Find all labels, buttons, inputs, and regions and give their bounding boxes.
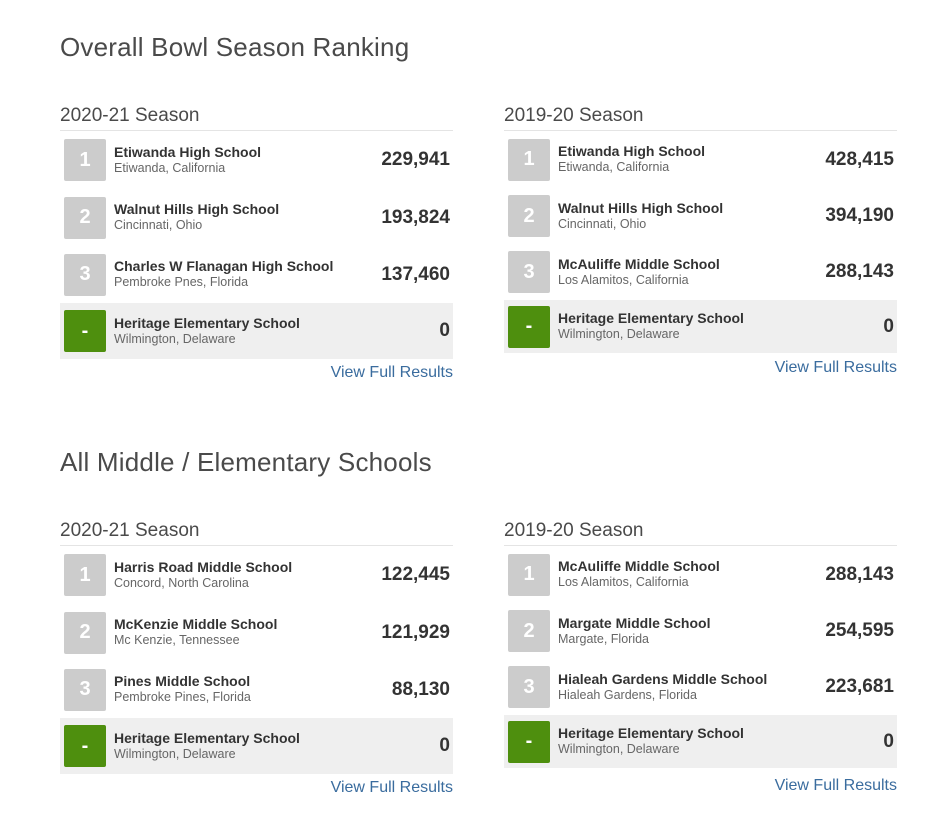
school-name: Heritage Elementary School	[114, 729, 300, 746]
score: 137,460	[381, 263, 450, 285]
school-location: Etiwanda, California	[558, 160, 670, 174]
school-name: Hialeah Gardens Middle School	[558, 670, 768, 687]
view-full-results-link[interactable]: View Full Results	[774, 777, 897, 794]
school-location: Wilmington, Delaware	[114, 331, 236, 346]
ranking-row: 2 McKenzie Middle School Mc Kenzie, Tenne…	[60, 604, 453, 661]
school-location: Wilmington, Delaware	[558, 742, 680, 756]
school-name: McAuliffe Middle School	[558, 558, 720, 574]
ranking-row: 1 McAuliffe Middle School Los Alamitos, C…	[504, 546, 897, 603]
ranking-row-highlight: - Heritage Elementary School Wilmington, …	[60, 303, 453, 359]
school-name: Etiwanda High School	[114, 143, 262, 160]
rank-badge: 1	[64, 139, 106, 181]
school-name: Pines Middle School	[114, 673, 251, 689]
school-location: Mc Kenzie, Tennessee	[114, 633, 240, 647]
rank-badge: 3	[64, 668, 106, 711]
school-location: Pembroke Pines, Florida	[114, 690, 251, 704]
ranking-row-highlight: - Heritage Elementary School Wilmington, …	[60, 718, 453, 774]
rank-badge: -	[508, 720, 550, 763]
score: 223,681	[825, 676, 894, 697]
school-location: Etiwanda, California	[114, 160, 226, 175]
ranking-panel-2020-21-overall: 2020-21 Season 1 Etiwanda High School Eti…	[60, 102, 453, 383]
school-location: Wilmington, Delaware	[114, 746, 236, 761]
ranking-row: 3 Hialeah Gardens Middle School Hialeah G…	[504, 659, 897, 715]
ranking-row: 3 McAuliffe Middle School Los Alamitos, C…	[504, 244, 897, 300]
score: 0	[439, 735, 450, 756]
school-name: Margate Middle School	[558, 614, 711, 631]
score: 394,190	[825, 205, 894, 226]
ranking-panel-2019-20-middle: 2019-20 Season 1 McAuliffe Middle School…	[504, 517, 897, 796]
score: 121,929	[381, 621, 450, 643]
school-name: McKenzie Middle School	[114, 616, 278, 632]
ranking-row: 3 Pines Middle School Pembroke Pines, Flo…	[60, 661, 453, 718]
rank-badge: 1	[508, 553, 550, 596]
school-name: Charles W Flanagan High School	[114, 258, 334, 274]
rank-badge: 3	[508, 666, 550, 708]
score: 88,130	[391, 678, 450, 700]
score: 428,415	[825, 148, 894, 170]
score: 0	[439, 320, 450, 341]
rank-badge: 2	[508, 610, 550, 652]
school-name: Heritage Elementary School	[558, 310, 744, 326]
school-name: Heritage Elementary School	[114, 314, 300, 331]
school-location: Los Alamitos, California	[558, 575, 689, 589]
school-location: Concord, North Carolina	[114, 575, 249, 590]
rank-badge: 1	[64, 554, 106, 596]
score: 0	[883, 730, 894, 752]
school-name: Harris Road Middle School	[114, 558, 293, 575]
rank-badge: 2	[64, 611, 106, 654]
section-title-overall: Overall Bowl Season Ranking	[60, 32, 410, 62]
ranking-row: 1 Harris Road Middle School Concord, Nort…	[60, 546, 453, 604]
ranking-row: 2 Margate Middle School Margate, Florida …	[504, 603, 897, 659]
view-full-results-link[interactable]: View Full Results	[330, 364, 453, 381]
score: 288,143	[825, 563, 894, 585]
school-location: Margate, Florida	[558, 631, 650, 646]
school-name: Etiwanda High School	[558, 143, 706, 159]
rank-badge: -	[508, 305, 550, 348]
season-title: 2020-21 Season	[60, 102, 453, 131]
ranking-row: 3 Charles W Flanagan High School Pembroke…	[60, 246, 453, 303]
season-title: 2019-20 Season	[504, 102, 897, 131]
school-location: Cincinnati, Ohio	[114, 218, 203, 232]
ranking-panel-2020-21-middle: 2020-21 Season 1 Harris Road Middle Scho…	[60, 517, 453, 798]
ranking-row-highlight: - Heritage Elementary School Wilmington, …	[504, 300, 897, 353]
rank-badge: 3	[64, 253, 106, 296]
score: 254,595	[825, 620, 894, 641]
rank-badge: -	[64, 725, 106, 767]
section-title-middle-elementary: All Middle / Elementary Schools	[60, 447, 432, 477]
ranking-row-highlight: - Heritage Elementary School Wilmington, …	[504, 715, 897, 768]
school-name: Walnut Hills High School	[558, 199, 724, 216]
school-location: Cincinnati, Ohio	[558, 216, 647, 231]
ranking-row: 2 Walnut Hills High School Cincinnati, Oh…	[504, 188, 897, 244]
rank-badge: 3	[508, 251, 550, 293]
ranking-panel-2019-20-overall: 2019-20 Season 1 Etiwanda High School Eti…	[504, 102, 897, 378]
rank-badge: -	[64, 310, 106, 352]
score: 122,445	[381, 564, 450, 585]
score: 0	[883, 315, 894, 337]
school-location: Wilmington, Delaware	[558, 327, 680, 341]
rank-badge: 2	[64, 196, 106, 239]
school-location: Hialeah Gardens, Florida	[558, 687, 697, 702]
view-full-results-link[interactable]: View Full Results	[330, 779, 453, 796]
school-name: Heritage Elementary School	[558, 725, 744, 741]
rank-badge: 2	[508, 195, 550, 237]
view-full-results-link[interactable]: View Full Results	[774, 359, 897, 376]
school-location: Los Alamitos, California	[558, 272, 689, 287]
ranking-row: 1 Etiwanda High School Etiwanda, Californ…	[60, 131, 453, 189]
school-name: McAuliffe Middle School	[558, 255, 720, 272]
score: 288,143	[825, 261, 894, 282]
school-location: Pembroke Pnes, Florida	[114, 275, 249, 289]
score: 229,941	[381, 149, 450, 170]
ranking-row: 2 Walnut Hills High School Cincinnati, Oh…	[60, 189, 453, 246]
score: 193,824	[381, 206, 450, 228]
season-title: 2019-20 Season	[504, 517, 897, 546]
ranking-row: 1 Etiwanda High School Etiwanda, Californ…	[504, 131, 897, 188]
season-title: 2020-21 Season	[60, 517, 453, 546]
school-name: Walnut Hills High School	[114, 201, 280, 217]
rank-badge: 1	[508, 138, 550, 181]
